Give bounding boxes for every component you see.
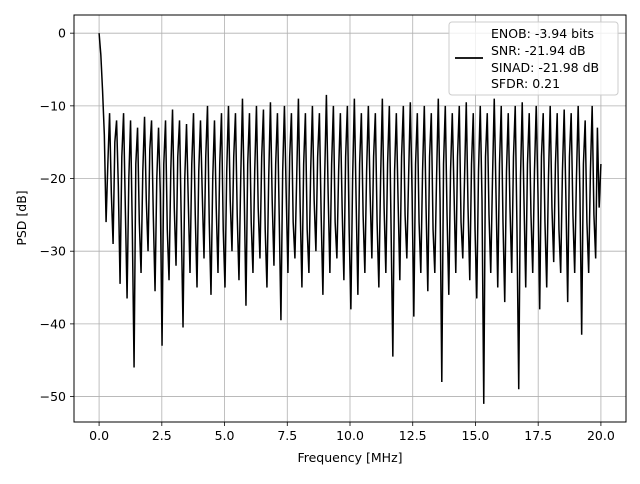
legend-sfdr: SFDR: 0.21 [491, 76, 560, 91]
y-tick-label: −30 [40, 244, 66, 259]
y-tick-label: −20 [40, 171, 66, 186]
legend-sinad: SINAD: -21.98 dB [491, 60, 599, 75]
series-layer [98, 33, 602, 404]
y-tick-label: 0 [58, 26, 66, 41]
x-tick-label: 7.5 [277, 428, 297, 443]
x-tick-label: 10.0 [336, 428, 364, 443]
y-tick-label: −40 [40, 316, 66, 331]
x-tick-label: 17.5 [524, 428, 552, 443]
x-tick-label: 5.0 [215, 428, 235, 443]
x-tick-label: 12.5 [399, 428, 427, 443]
x-tick-label: 0.0 [89, 428, 109, 443]
x-tick-label: 20.0 [587, 428, 615, 443]
x-axis-label: Frequency [MHz] [297, 450, 402, 465]
axis-ticks: 0.0 2.5 5.0 7.5 10.0 12.5 15.0 17.5 20.0 0 −10 −20 −… [40, 26, 615, 443]
y-tick-label: −10 [40, 98, 66, 113]
y-axis-label: PSD [dB] [14, 190, 29, 245]
x-tick-label: 15.0 [462, 428, 490, 443]
legend-enob: ENOB: -3.94 bits [491, 26, 594, 41]
x-tick-label: 2.5 [152, 428, 172, 443]
legend-box [448, 21, 619, 96]
y-tick-label: −50 [40, 389, 66, 404]
legend: ENOB: -3.94 bits SNR: -21.94 dB SINAD: -… [448, 21, 619, 96]
legend-snr: SNR: -21.94 dB [491, 43, 586, 58]
psd-series-line [98, 33, 602, 404]
